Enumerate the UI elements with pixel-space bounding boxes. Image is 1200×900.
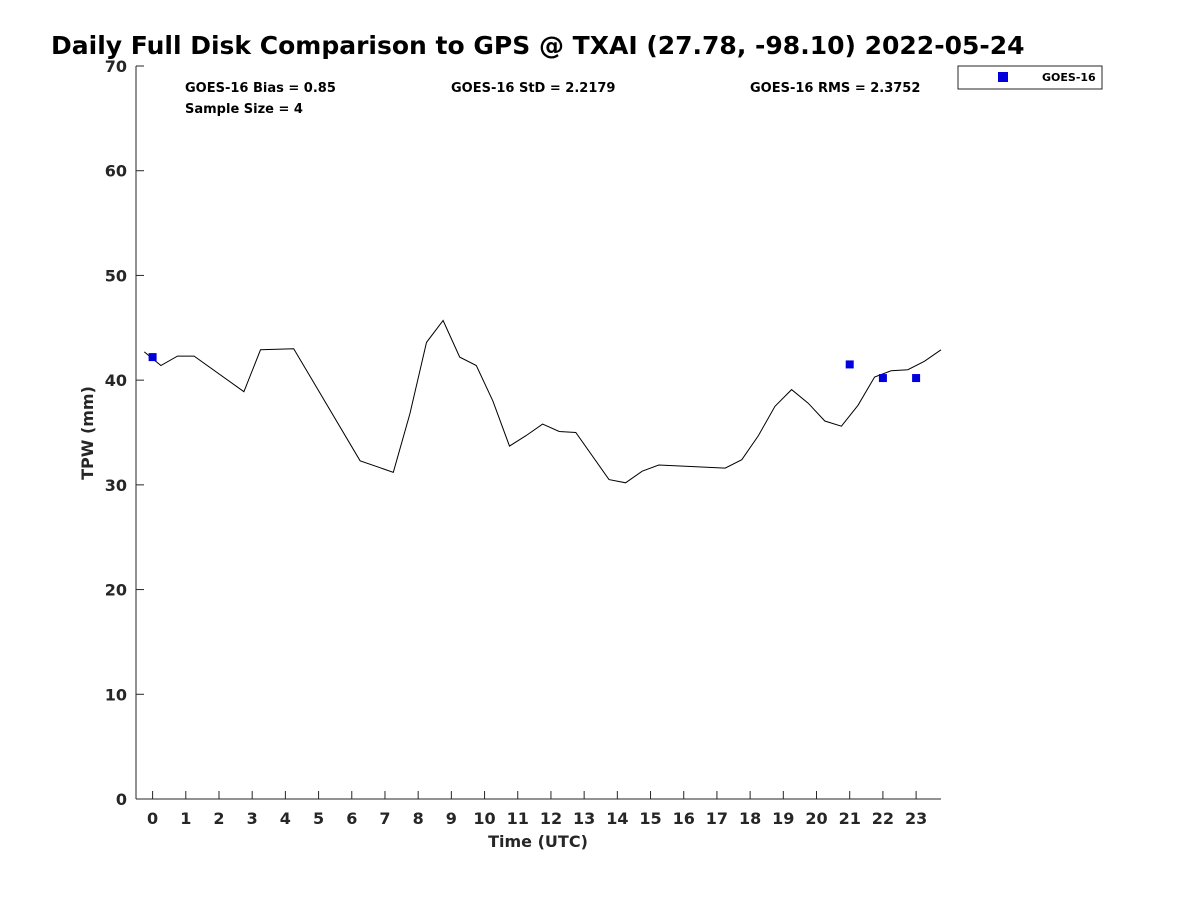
x-tick-label: 10 xyxy=(473,809,495,828)
x-tick-label: 11 xyxy=(507,809,529,828)
x-tick-label: 7 xyxy=(379,809,390,828)
y-tick-label: 70 xyxy=(105,57,127,76)
y-tick-label: 20 xyxy=(105,581,127,600)
x-tick-label: 4 xyxy=(280,809,291,828)
x-tick-label: 18 xyxy=(739,809,761,828)
x-tick-label: 13 xyxy=(573,809,595,828)
std-stat: GOES-16 StD = 2.2179 xyxy=(451,81,615,96)
y-tick-label: 10 xyxy=(105,685,127,704)
legend-marker-goes16 xyxy=(998,72,1008,82)
x-tick-label: 17 xyxy=(706,809,728,828)
bias-stat: GOES-16 Bias = 0.85 xyxy=(185,81,336,96)
goes16-point xyxy=(912,374,921,383)
x-tick-label: 15 xyxy=(639,809,661,828)
x-tick-label: 2 xyxy=(213,809,224,828)
legend-box xyxy=(957,65,1103,90)
x-tick-label: 12 xyxy=(540,809,562,828)
x-tick-label: 9 xyxy=(446,809,457,828)
x-tick-label: 21 xyxy=(839,809,861,828)
x-tick-label: 0 xyxy=(147,809,158,828)
goes16-point xyxy=(845,360,854,369)
y-tick-label: 0 xyxy=(116,790,127,809)
x-tick-label: 22 xyxy=(872,809,894,828)
plot-area xyxy=(143,319,942,484)
y-tick-label: 50 xyxy=(105,266,127,285)
x-axis-ticks: 0 1 2 3 4 5 6 7 8 9 10 11 12 13 14 15 16 17 18 19 20 21 22 23 xyxy=(147,791,927,828)
x-tick-label: 6 xyxy=(346,809,357,828)
x-tick-label: 5 xyxy=(313,809,324,828)
rms-stat: GOES-16 RMS = 2.3752 xyxy=(750,81,920,96)
x-tick-label: 20 xyxy=(805,809,827,828)
y-tick-label: 60 xyxy=(105,162,127,181)
x-tick-label: 8 xyxy=(413,809,424,828)
x-tick-label: 19 xyxy=(772,809,794,828)
x-axis-label: Time (UTC) xyxy=(488,832,588,851)
goes16-point xyxy=(878,374,887,383)
sample-size-stat: Sample Size = 4 xyxy=(185,102,303,117)
goes16-point xyxy=(148,353,157,362)
x-tick-label: 23 xyxy=(905,809,927,828)
y-tick-label: 40 xyxy=(105,371,127,390)
legend: GOES-16 xyxy=(957,65,1103,90)
chart-title: Daily Full Disk Comparison to GPS @ TXAI… xyxy=(51,31,1025,60)
gps-tpw-line xyxy=(143,319,942,484)
x-tick-label: 1 xyxy=(180,809,191,828)
y-axis-label: TPW (mm) xyxy=(78,386,97,480)
legend-label-goes16: GOES-16 xyxy=(1042,71,1096,84)
x-tick-label: 16 xyxy=(673,809,695,828)
x-tick-label: 3 xyxy=(247,809,258,828)
y-tick-label: 30 xyxy=(105,476,127,495)
x-tick-label: 14 xyxy=(606,809,628,828)
y-axis-ticks: 0 10 20 30 40 50 60 70 xyxy=(105,57,144,809)
